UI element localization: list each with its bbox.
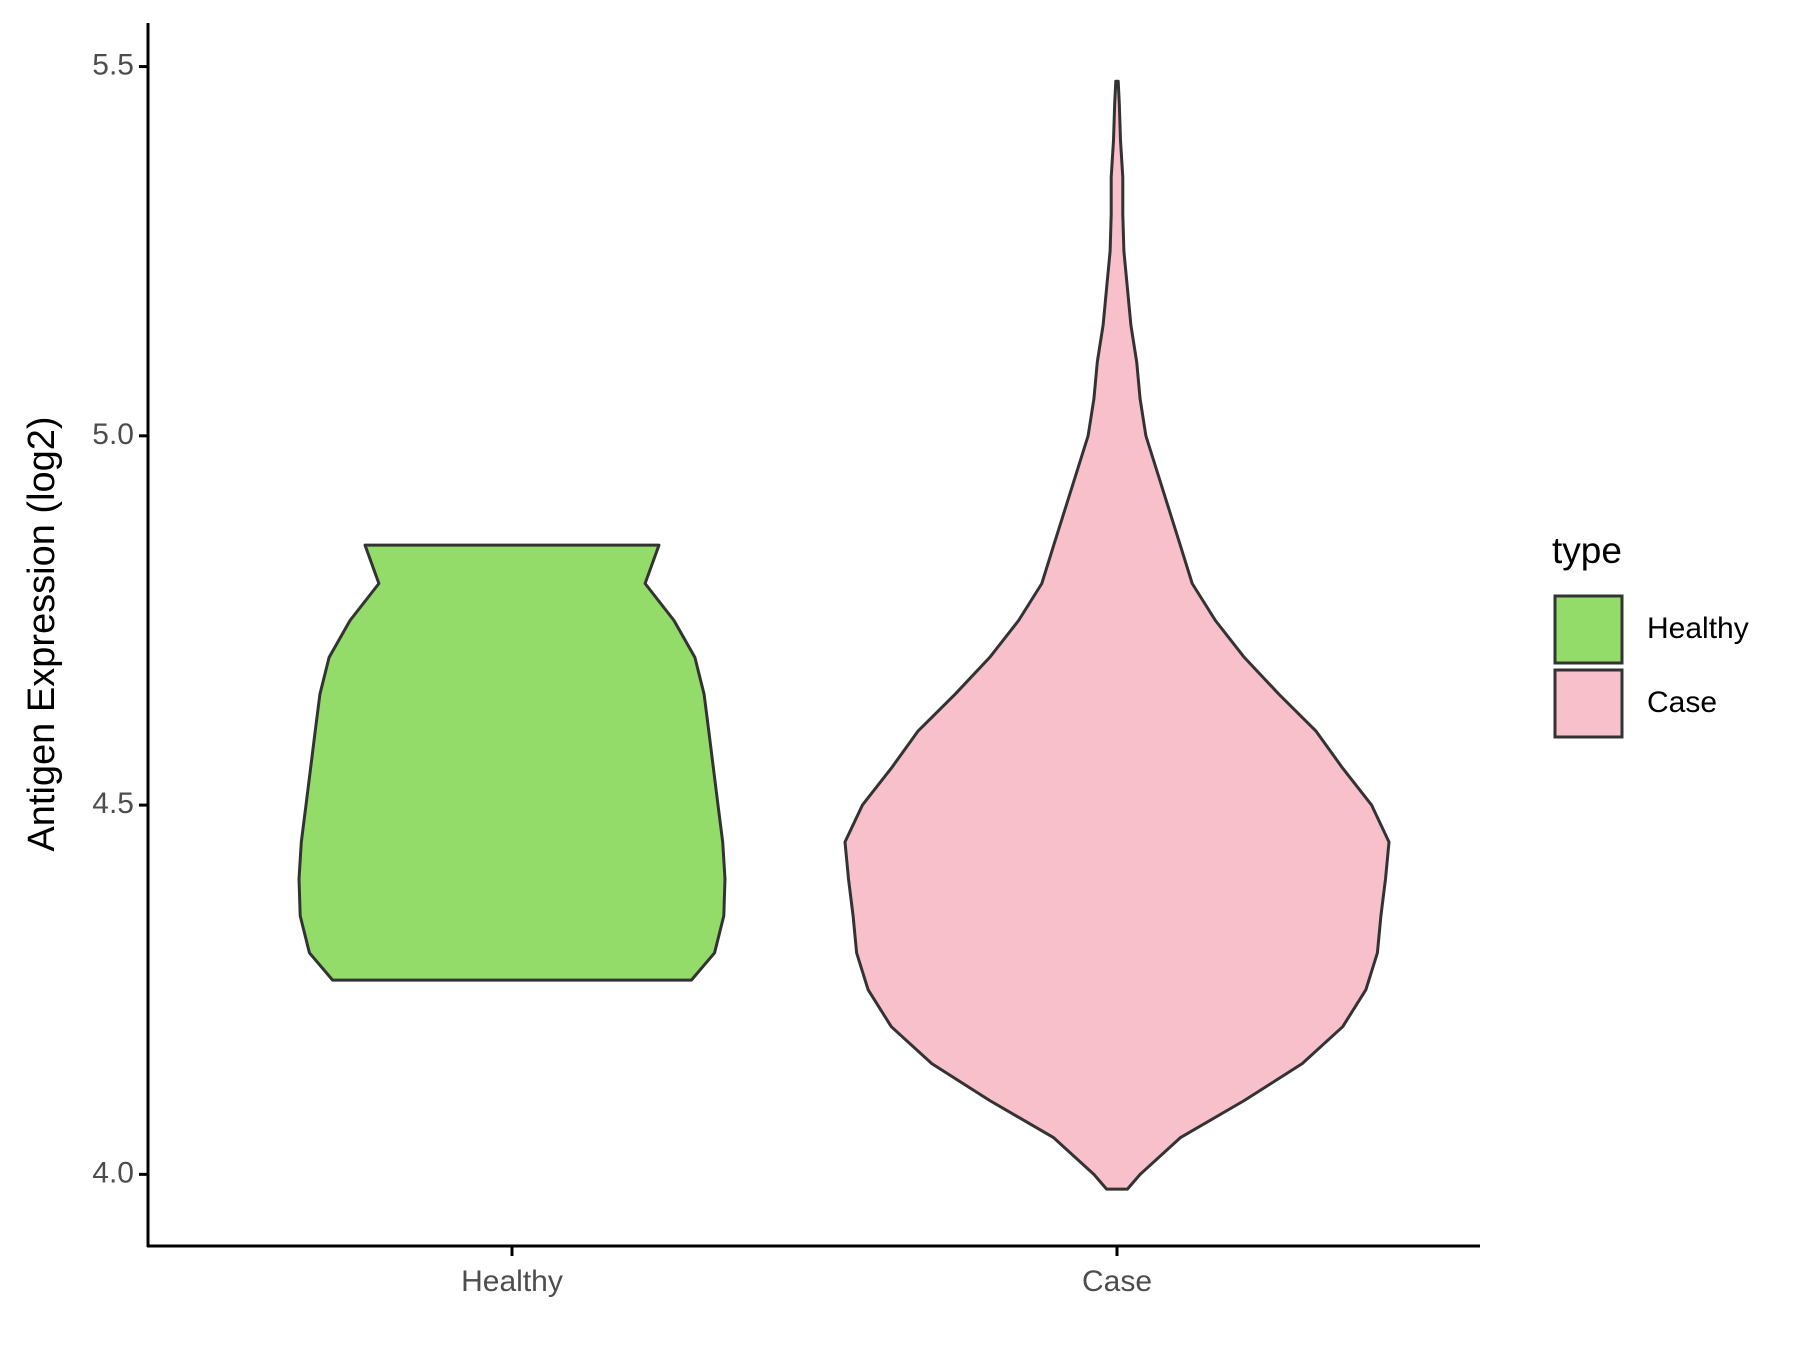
x-tick-label: Case (1082, 1265, 1152, 1298)
legend-title: type (1552, 530, 1622, 571)
legend-label: Healthy (1647, 612, 1749, 645)
violin (843, 79, 1391, 1191)
violin (297, 543, 727, 982)
y-tick-label: 5.0 (92, 418, 134, 451)
legend-key (1553, 668, 1624, 739)
x-tick-label: Healthy (461, 1265, 563, 1298)
legend-key (1553, 594, 1624, 665)
y-tick-label: 4.5 (92, 787, 134, 820)
y-axis-label: Antigen Expression (log2) (21, 416, 63, 851)
legend-label: Case (1647, 686, 1717, 719)
y-tick-label: 5.5 (92, 48, 134, 81)
y-tick-label: 4.0 (92, 1156, 134, 1189)
